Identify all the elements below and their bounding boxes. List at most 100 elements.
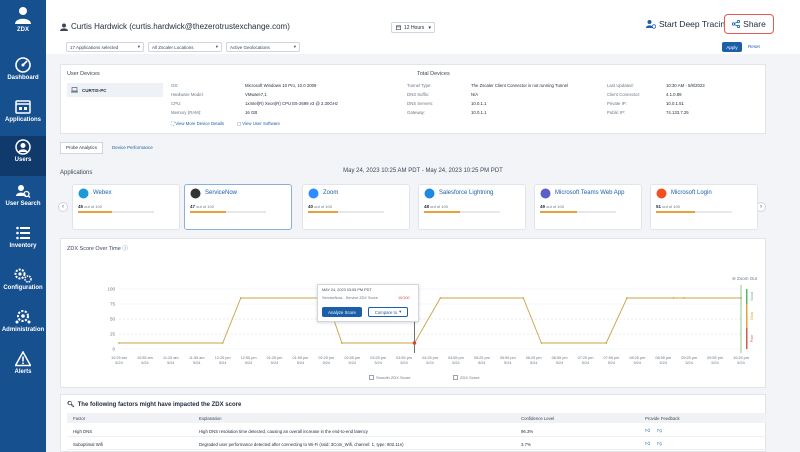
- os-label: OS:: [171, 83, 179, 88]
- view-device-details-link[interactable]: ⛶ View More Device Details: [171, 121, 225, 126]
- x-tick-date: 5/24: [608, 361, 615, 365]
- apps-prev-button[interactable]: ‹: [58, 202, 68, 212]
- x-tick-date: 5/24: [400, 361, 407, 365]
- legend-smooth[interactable]: Smooth ZDX Score: [369, 375, 410, 380]
- time-range-select[interactable]: 12 Hours ▾: [391, 22, 435, 33]
- sidebar-item-user-search[interactable]: User Search: [0, 180, 46, 220]
- legend-zdx[interactable]: ZDX Score: [453, 375, 480, 380]
- private-ip-label: Private IP:: [607, 101, 627, 106]
- x-tick-date: 5/24: [297, 361, 304, 365]
- app-card[interactable]: Zoom 40 out of 100: [302, 184, 410, 230]
- app-card[interactable]: Microsoft Teams Web App 49 out of 100: [534, 184, 642, 230]
- x-tick-label: 12:55 pm: [241, 356, 257, 360]
- sidebar-item-configuration[interactable]: Configuration: [0, 264, 46, 304]
- x-tick-date: 5/24: [530, 361, 537, 365]
- factor-cell: High DNS: [73, 428, 93, 434]
- column-header: Provide Feedback: [645, 415, 680, 421]
- sidebar-item-administration[interactable]: Administration: [0, 306, 46, 346]
- sidebar-item-dashboard[interactable]: Dashboard: [0, 54, 46, 94]
- x-tick-date: 5/24: [271, 361, 278, 365]
- score-band-label: Good: [750, 292, 754, 301]
- factor-cell: Suboptimal Wifi: [73, 441, 103, 447]
- sidebar-item-users[interactable]: Users: [0, 136, 46, 176]
- users-icon: [15, 139, 31, 155]
- app-score: 47 out of 100: [190, 204, 214, 209]
- applications-filter[interactable]: 17 Applications selected ▾: [66, 42, 144, 52]
- sidebar-item-applications[interactable]: Applications: [0, 96, 46, 136]
- thumbs-up-icon[interactable]: 👍︎: [645, 428, 651, 434]
- tab-probe-analytics[interactable]: Probe Analytics: [60, 142, 104, 154]
- time-range-value: 12 Hours: [404, 24, 425, 31]
- factors-panel: 🔍︎ The following factors might have impac…: [60, 394, 767, 452]
- data-point: [683, 297, 685, 299]
- locations-filter[interactable]: All Zscaler Locations ▾: [148, 42, 222, 52]
- sidebar-item-label: User Search: [5, 201, 41, 207]
- x-tick-label: 01:25 pm: [267, 356, 283, 360]
- chevron-down-icon: ▾: [399, 309, 402, 314]
- app-score: 45 out of 100: [78, 204, 102, 209]
- x-tick-label: 11:25 am: [163, 356, 179, 360]
- data-point: [239, 297, 242, 299]
- sidebar-item-alerts[interactable]: Alerts: [0, 348, 46, 388]
- app-score: 40 out of 100: [308, 204, 332, 209]
- marker-point: [412, 341, 417, 345]
- search-icon: 🔍︎: [67, 402, 75, 408]
- zoom-out-button[interactable]: ⊖ Zoom Out: [731, 276, 757, 281]
- last-updated-label: Last Updated:: [607, 83, 634, 88]
- memory-value: 16 GB: [245, 110, 258, 115]
- gateway-label: Gateway:: [407, 110, 426, 115]
- share-button[interactable]: Share: [724, 14, 774, 34]
- confidence-cell: 96.3%: [521, 428, 534, 434]
- score-bar: [308, 211, 384, 213]
- compare-to-label: Compare to: [374, 309, 398, 315]
- compare-to-button[interactable]: Compare to ▾: [368, 307, 408, 317]
- thumbs-down-icon[interactable]: 👎︎: [657, 441, 663, 447]
- x-tick-label: 11:55 am: [189, 356, 205, 360]
- tunnel-label: Tunnel Type:: [407, 83, 432, 88]
- sidebar-item-inventory[interactable]: Inventory: [0, 222, 46, 262]
- tab-device-performance[interactable]: Device Performance: [112, 145, 153, 150]
- data-point: [540, 342, 543, 344]
- app-card[interactable]: Microsoft Login 51 out of 100: [650, 184, 758, 230]
- x-tick-date: 5/24: [141, 361, 148, 365]
- sidebar-item-zdx[interactable]: ZDX: [0, 2, 46, 42]
- score-band-label: Okay: [750, 312, 754, 320]
- start-deep-tracing-button[interactable]: Start Deep Tracing: [646, 19, 730, 29]
- zoom-out-label: Zoom Out: [736, 276, 757, 281]
- app-card[interactable]: Salesforce Lightning 48 out of 100: [418, 184, 526, 230]
- user-icon: [60, 23, 68, 31]
- memory-label: Memory (RAM):: [171, 110, 202, 115]
- thumbs-down-icon[interactable]: 👎︎: [657, 428, 663, 434]
- app-card[interactable]: ServiceNow 47 out of 100: [184, 184, 292, 230]
- app-name: Salesforce Lightning: [439, 190, 494, 196]
- geolocations-filter[interactable]: Active Geolocations ▾: [226, 42, 300, 52]
- thumbs-up-icon[interactable]: 👍︎: [645, 441, 651, 447]
- sidebar-item-label: Inventory: [9, 243, 37, 249]
- checkbox-icon: [453, 375, 458, 380]
- applications-filter-value: 17 Applications selected: [70, 44, 119, 50]
- x-tick-date: 5/24: [349, 361, 356, 365]
- legend-zdx-label: ZDX Score: [460, 375, 480, 380]
- configuration-icon: [14, 268, 32, 283]
- view-user-software-link[interactable]: ▢ View User Software: [237, 121, 280, 126]
- x-tick-date: 5/24: [193, 361, 200, 365]
- x-tick-label: 09:55 pm: [707, 356, 723, 360]
- reset-link[interactable]: Reset: [748, 44, 760, 49]
- app-card[interactable]: Webex 45 out of 100: [72, 184, 180, 230]
- app-name: ServiceNow: [205, 190, 238, 196]
- x-tick-label: 02:25 pm: [318, 356, 334, 360]
- deep-tracing-icon: [646, 20, 656, 29]
- analyze-score-button[interactable]: Analyze Score: [322, 307, 362, 317]
- x-tick-date: 5/24: [582, 361, 589, 365]
- sidebar-item-label: Configuration: [3, 285, 43, 291]
- view-user-software-label: View User Software: [242, 121, 280, 126]
- dns-servers-value: 10.0.1.1: [471, 101, 487, 106]
- score-bar: [78, 211, 154, 213]
- app-name: Microsoft Teams Web App: [555, 190, 625, 196]
- apply-button[interactable]: Apply: [722, 42, 742, 52]
- device-item[interactable]: CURTIS-PC: [67, 83, 163, 97]
- score-popup: MAY 24, 2023 03:05 PM PDT ServiceNow - S…: [317, 284, 419, 322]
- factors-table-header: Factor Explanation Confidence Level Prov…: [67, 413, 767, 423]
- data-point: [672, 297, 675, 299]
